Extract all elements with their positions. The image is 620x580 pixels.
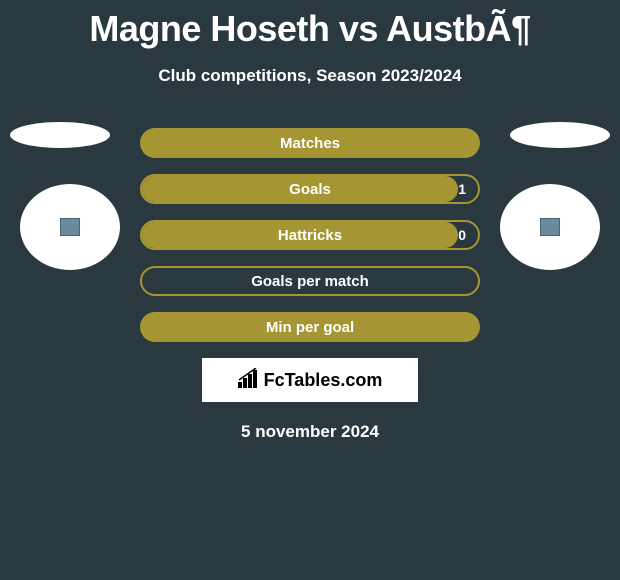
stat-bar: Min per goal xyxy=(140,312,480,342)
shield-icon xyxy=(60,218,80,236)
stat-bar: Goals per match xyxy=(140,266,480,296)
stat-bar: Hattricks 0 xyxy=(140,220,480,250)
stat-bar: Goals 1 xyxy=(140,174,480,204)
stat-bar-value-right: 1 xyxy=(458,181,466,197)
stat-bar: Matches xyxy=(140,128,480,158)
left-player-circle xyxy=(20,184,120,270)
left-ellipse xyxy=(10,122,110,148)
stat-bar-value-right: 0 xyxy=(458,227,466,243)
date-text: 5 november 2024 xyxy=(0,422,620,442)
logo-box: FcTables.com xyxy=(202,358,418,402)
stat-bar-label: Matches xyxy=(280,135,340,152)
shield-icon xyxy=(540,218,560,236)
stat-bar-label: Hattricks xyxy=(278,227,342,244)
stat-bars: Matches Goals 1 Hattricks 0 Goals per match Mi… xyxy=(140,128,480,342)
right-player-circle xyxy=(500,184,600,270)
page-title: Magne Hoseth vs AustbÃ¶ xyxy=(0,0,620,50)
stat-bar-label: Min per goal xyxy=(266,319,354,336)
stat-bar-label: Goals per match xyxy=(251,273,369,290)
right-ellipse xyxy=(510,122,610,148)
content-area: Matches Goals 1 Hattricks 0 Goals per match Mi… xyxy=(0,128,620,442)
logo-text: FcTables.com xyxy=(264,370,383,391)
logo-chart-icon xyxy=(238,368,260,393)
subtitle: Club competitions, Season 2023/2024 xyxy=(0,66,620,86)
stat-bar-label: Goals xyxy=(289,181,331,198)
